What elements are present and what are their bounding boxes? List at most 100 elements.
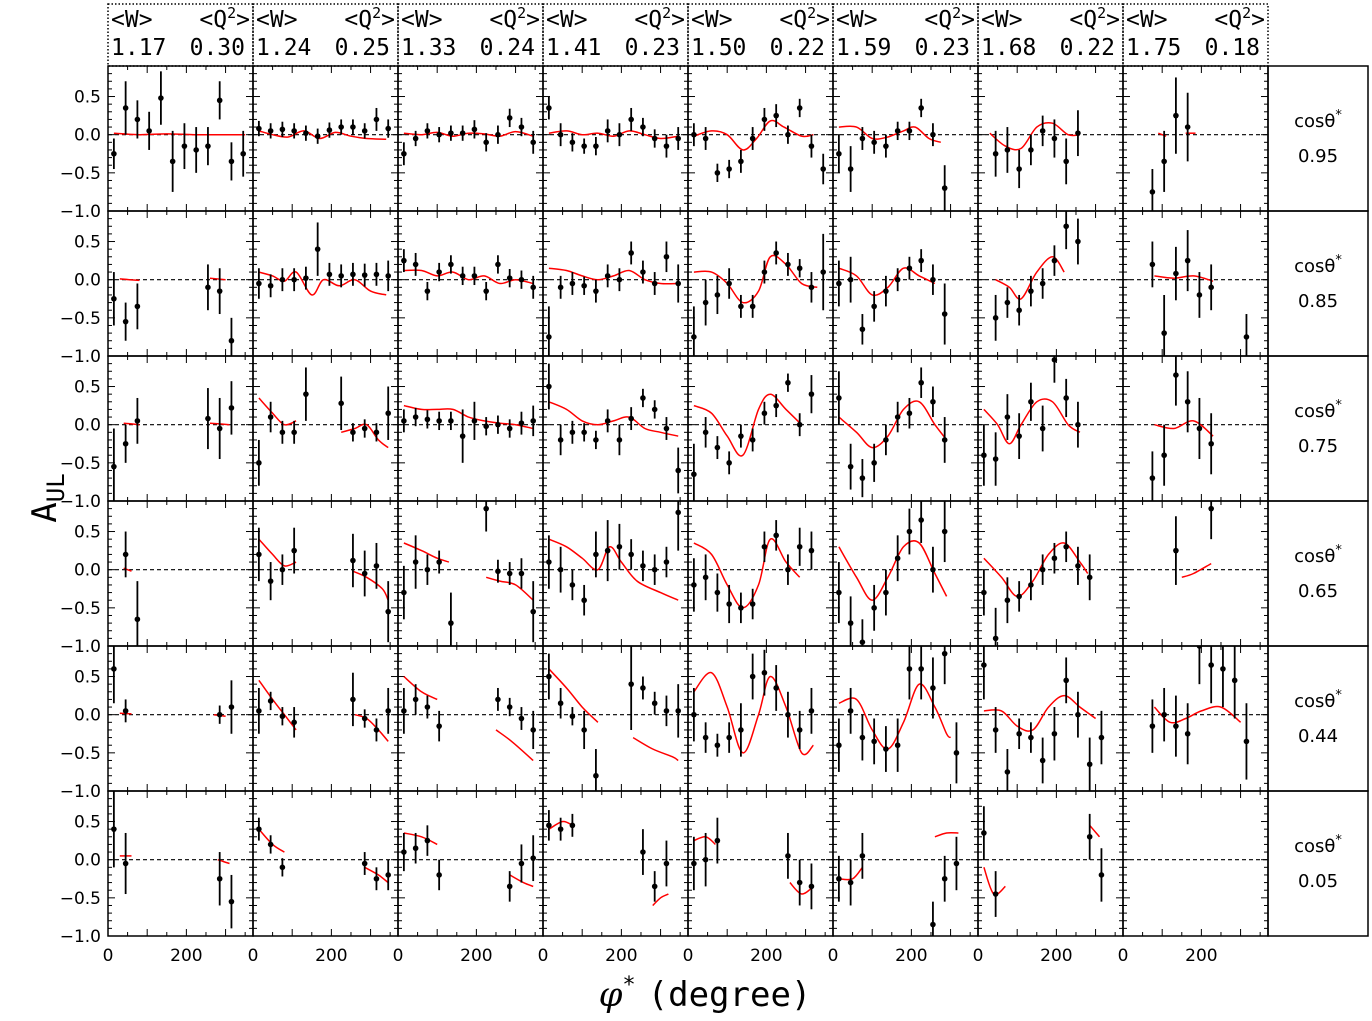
q2-label-main: <Q	[1069, 7, 1097, 33]
y-axis-title-main: A	[25, 502, 65, 522]
data-point	[836, 589, 842, 596]
panel	[397, 65, 544, 212]
model-curves	[838, 125, 942, 144]
data-point	[1208, 284, 1214, 291]
data-point	[1231, 677, 1238, 684]
data-point	[1184, 730, 1191, 737]
model-curve	[1154, 275, 1214, 282]
data-point	[557, 826, 564, 832]
data-point	[691, 860, 697, 867]
y-tick-label: −0.5	[60, 454, 101, 474]
data-point	[216, 875, 223, 882]
data-point	[847, 708, 854, 714]
row-label-text: cosθ*	[1294, 398, 1342, 422]
data-point	[216, 425, 223, 432]
data-points	[256, 672, 392, 742]
data-point	[338, 273, 344, 279]
data-point	[871, 303, 877, 310]
data-point	[651, 566, 658, 573]
data-point	[1063, 158, 1069, 165]
data-point	[483, 288, 489, 294]
model-curves	[119, 277, 226, 282]
y-axis-title-sub: UL	[42, 473, 70, 502]
q2-label-sup: 2	[372, 4, 381, 22]
data-point	[1051, 357, 1058, 363]
data-point	[1173, 372, 1179, 378]
model-curves	[548, 401, 679, 437]
data-point	[1039, 280, 1046, 287]
panel	[687, 645, 834, 792]
panel	[1122, 355, 1269, 502]
y-tick-label: −0.5	[60, 309, 101, 329]
y-tick-label: −0.5	[60, 744, 101, 764]
data-point	[518, 570, 525, 577]
data-point	[401, 849, 407, 855]
panel: −1.0 −0.5 0.0 0.5 0 200	[60, 790, 254, 966]
column-header-w-value: 1.68	[981, 35, 1036, 61]
model-curves	[403, 542, 534, 601]
data-point	[314, 133, 321, 140]
data-point	[111, 826, 117, 832]
data-point	[953, 860, 960, 867]
model-curve	[548, 668, 599, 723]
data-point	[1149, 475, 1156, 481]
data-point	[506, 883, 513, 890]
panel: 0 200	[683, 790, 834, 966]
panel-frame	[832, 210, 979, 357]
data-point	[941, 437, 948, 443]
data-point	[761, 543, 768, 550]
row-label: cosθ* 0.95	[1267, 65, 1369, 212]
column-header-q2-label: <Q2>	[779, 4, 830, 33]
panel	[252, 355, 399, 502]
data-point	[546, 559, 552, 565]
data-point	[1208, 440, 1214, 447]
data-point	[894, 742, 901, 749]
data-point	[651, 700, 658, 707]
model-curve	[403, 675, 438, 701]
data-point	[663, 559, 670, 565]
data-point	[134, 418, 141, 424]
data-point	[557, 437, 564, 443]
data-point	[506, 570, 513, 577]
model-curve	[113, 132, 246, 136]
data-point	[483, 505, 489, 512]
panel: 0 200	[538, 790, 689, 966]
panel: 0 200	[973, 790, 1124, 966]
model-curve	[838, 267, 936, 297]
data-point	[581, 429, 587, 436]
data-point	[1173, 112, 1179, 119]
data-point	[459, 433, 466, 439]
data-point	[992, 891, 999, 897]
panel	[977, 355, 1124, 502]
data-point	[361, 715, 368, 722]
data-point	[894, 414, 901, 420]
data-point	[205, 415, 211, 422]
row-label-box	[1267, 790, 1369, 937]
data-point	[691, 334, 697, 340]
data-point	[616, 276, 623, 283]
data-point	[361, 425, 368, 432]
model-curve	[838, 866, 863, 881]
data-point	[436, 418, 442, 424]
data-point	[836, 875, 842, 882]
column-header-w-value: 1.24	[256, 35, 311, 61]
data-points	[111, 264, 235, 356]
data-point	[640, 124, 646, 130]
model-curve	[693, 836, 716, 845]
panel	[977, 65, 1124, 212]
data-point	[651, 883, 658, 890]
column-header-w-value: 1.50	[691, 35, 746, 61]
data-points	[546, 241, 682, 356]
data-points	[981, 531, 1093, 646]
x-axis-title: φ* (degree)	[599, 973, 812, 1015]
data-point	[906, 528, 913, 535]
panel-frame	[977, 65, 1124, 212]
data-point	[546, 383, 552, 390]
data-point	[401, 589, 407, 596]
data-point	[871, 460, 877, 466]
data-point	[796, 543, 803, 550]
data-points	[836, 367, 948, 498]
data-point	[1075, 130, 1081, 136]
y-tick-label: 0.0	[74, 416, 101, 436]
row-label-box	[1267, 645, 1369, 792]
